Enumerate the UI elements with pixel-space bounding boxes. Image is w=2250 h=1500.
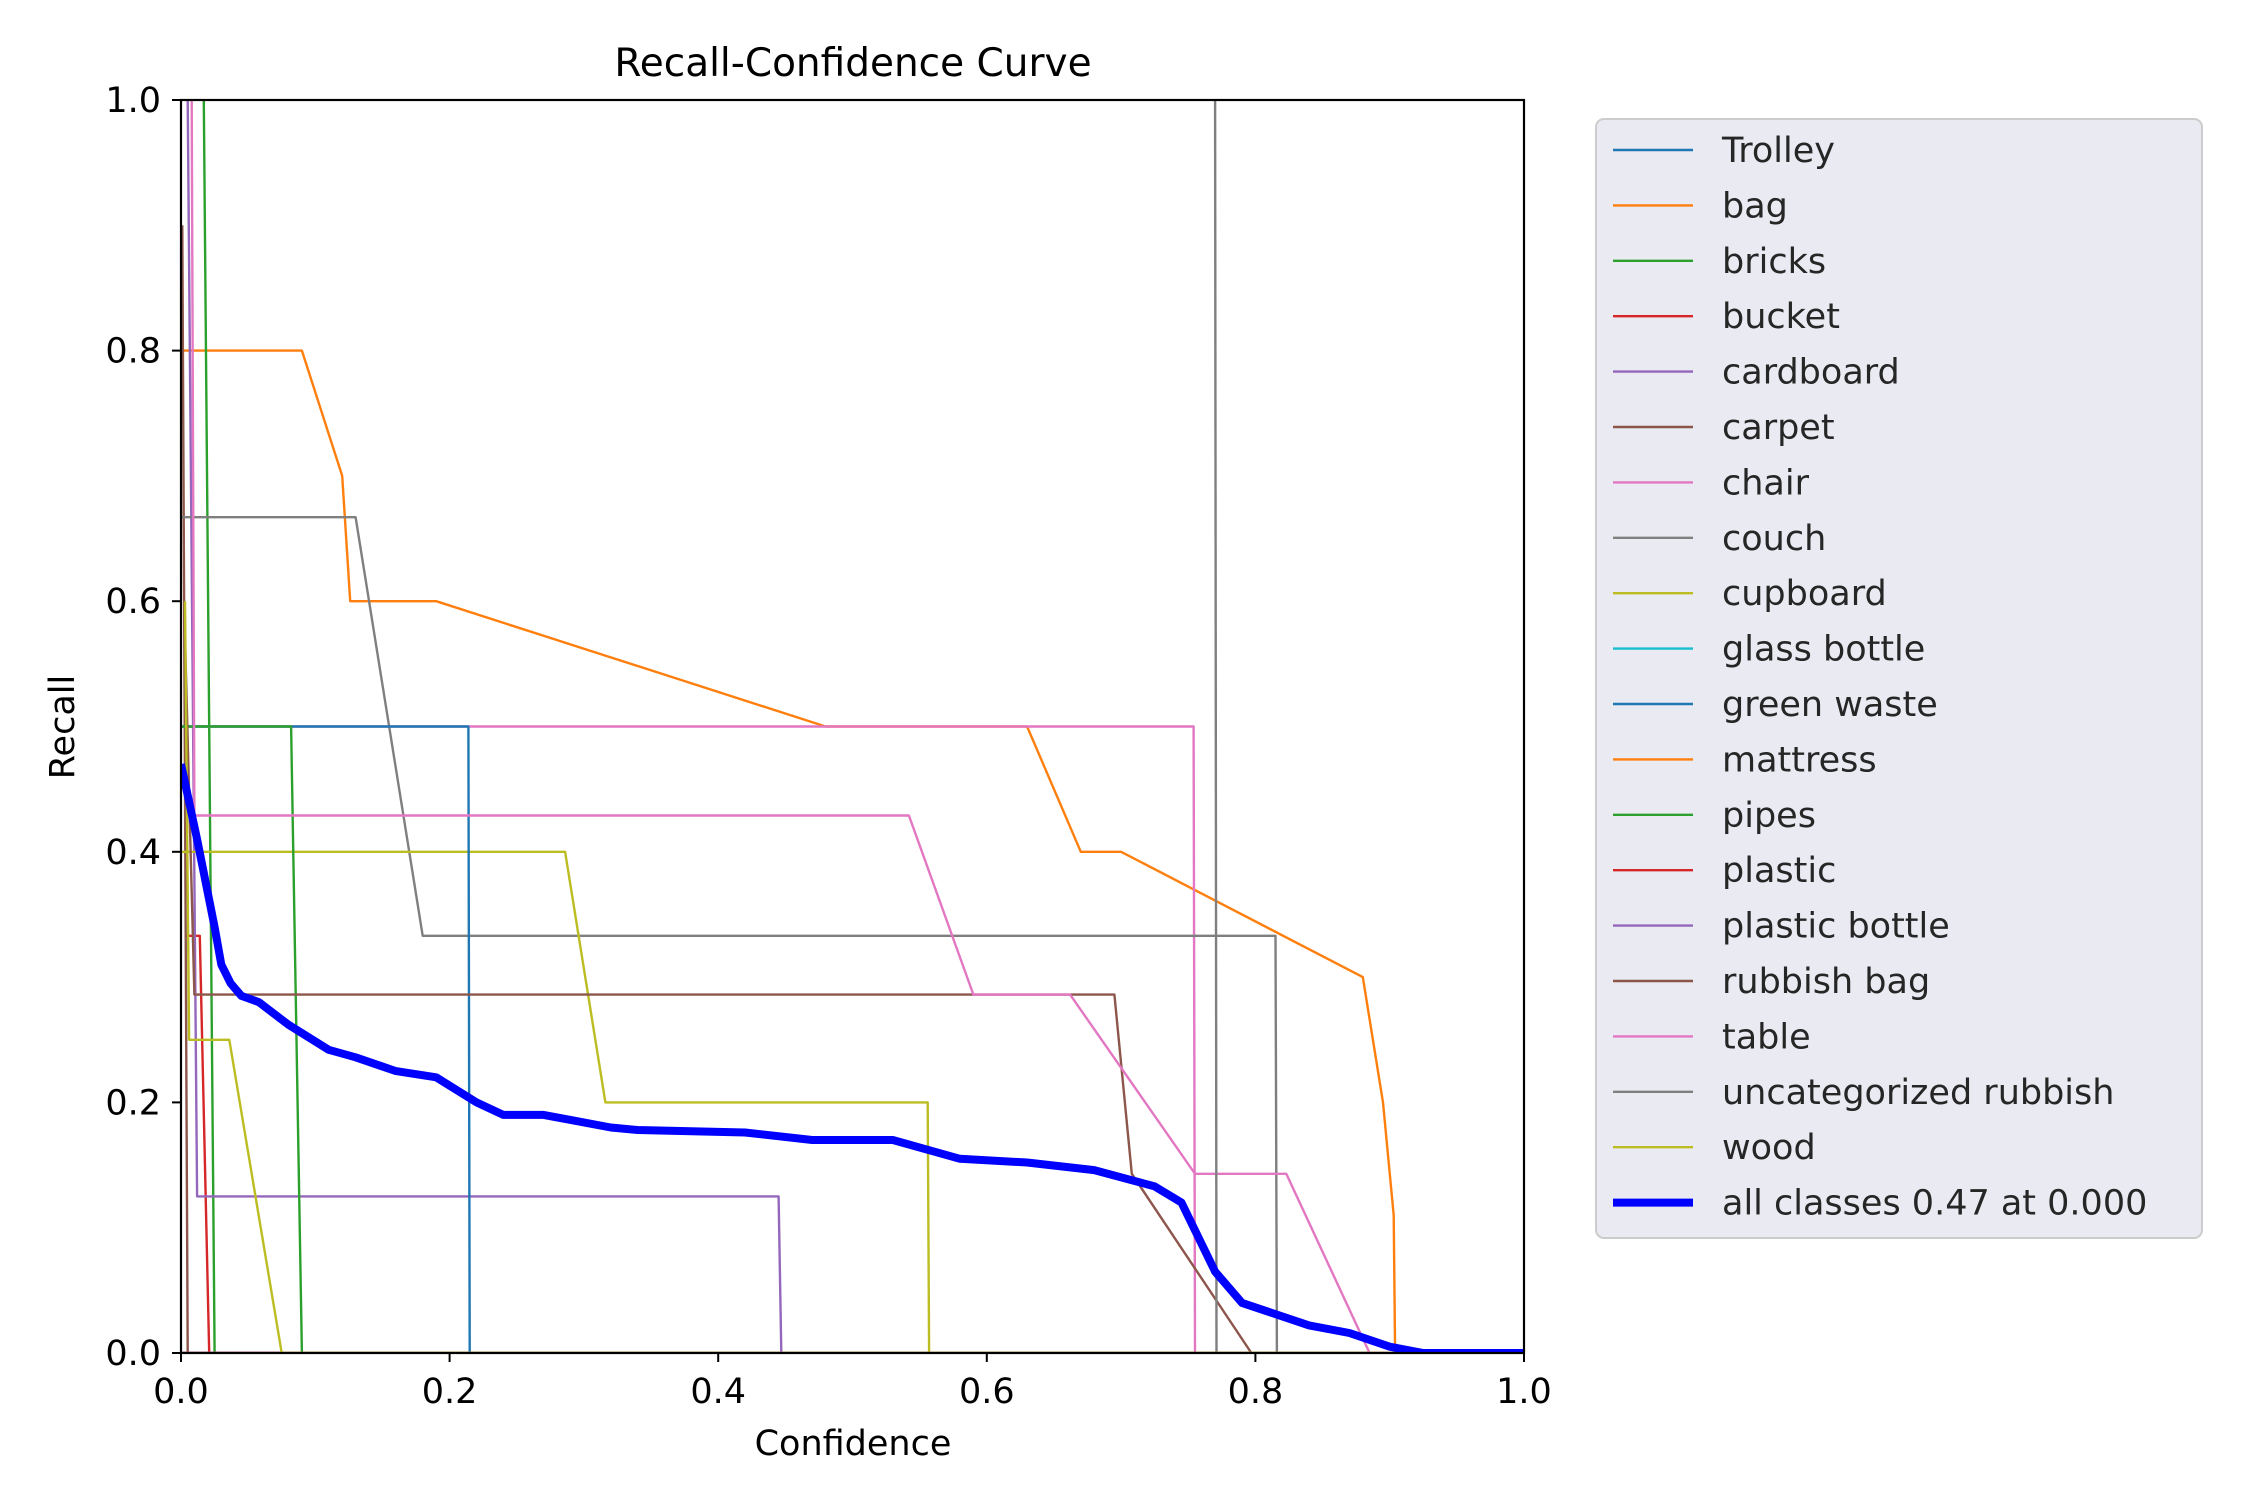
y-tick-label: 0.4	[105, 833, 161, 873]
legend-label: uncategorized rubbish	[1722, 1073, 2114, 1113]
legend-label: cardboard	[1722, 353, 1900, 393]
x-tick-label: 0.0	[153, 1372, 209, 1412]
legend-label: all classes 0.47 at 0.000	[1722, 1184, 2147, 1224]
y-tick-label: 0.0	[105, 1334, 161, 1374]
legend-label: wood	[1722, 1128, 1816, 1168]
legend-label: plastic	[1722, 851, 1836, 891]
series-line-rubbish-bag	[183, 637, 1524, 1353]
series-line-all-classes-0-47-at-0-000	[181, 763, 1524, 1353]
series-line-cupboard	[181, 850, 1524, 1353]
y-tick-label: 0.6	[105, 582, 161, 622]
legend-label: chair	[1722, 463, 1810, 503]
legend-label: carpet	[1722, 408, 1835, 448]
y-tick-label: 0.8	[105, 332, 161, 372]
legend-label: plastic bottle	[1722, 907, 1950, 947]
series-line-bucket	[185, 934, 1524, 1353]
legend-box	[1595, 118, 2203, 1239]
x-tick-label: 1.0	[1496, 1372, 1552, 1412]
series-line-couch	[181, 516, 1524, 1353]
legend-label: couch	[1722, 519, 1826, 559]
series-line-carpet	[181, 225, 1524, 1353]
x-tick-label: 0.8	[1228, 1372, 1284, 1412]
chart-title: Recall-Confidence Curve	[614, 41, 1091, 86]
series-line-wood	[183, 601, 1524, 1353]
y-axis-ticks: 0.0 0.2 0.4 0.6 0.8 1.0	[105, 81, 181, 1374]
legend-label: glass bottle	[1722, 630, 1925, 670]
legend-label: mattress	[1722, 740, 1877, 780]
legend-label: table	[1722, 1017, 1811, 1057]
legend-label: rubbish bag	[1722, 962, 1930, 1002]
x-tick-label: 0.4	[690, 1372, 746, 1412]
x-tick-label: 0.2	[422, 1372, 478, 1412]
legend-label: pipes	[1722, 796, 1816, 836]
x-axis-ticks: 0.0 0.2 0.4 0.6 0.8 1.0	[153, 1353, 1552, 1412]
y-tick-label: 1.0	[105, 81, 161, 121]
legend-label: cupboard	[1722, 574, 1887, 614]
series-line-bag	[181, 349, 1524, 1353]
series-line-table	[190, 100, 1524, 1353]
series-layer	[181, 100, 1524, 1353]
series-line-pipes	[181, 725, 1524, 1353]
legend-label: bucket	[1722, 297, 1840, 337]
y-axis-label: Recall	[43, 675, 83, 779]
series-line-uncategorized-rubbish	[1213, 100, 1218, 1353]
y-tick-label: 0.2	[105, 1083, 161, 1123]
legend-label: bag	[1722, 186, 1788, 226]
legend-label: Trolley	[1721, 131, 1835, 171]
series-line-green-waste	[181, 725, 1524, 1353]
plot-frame	[179, 98, 1526, 1355]
legend-label: bricks	[1722, 242, 1826, 282]
legend-label: green waste	[1722, 685, 1938, 725]
legend: Trolley bag bricks bucket cardboard carpet cha…	[1595, 118, 2203, 1239]
series-line-chair	[181, 725, 1524, 1353]
x-tick-label: 0.6	[959, 1372, 1015, 1412]
x-axis-label: Confidence	[755, 1424, 952, 1464]
